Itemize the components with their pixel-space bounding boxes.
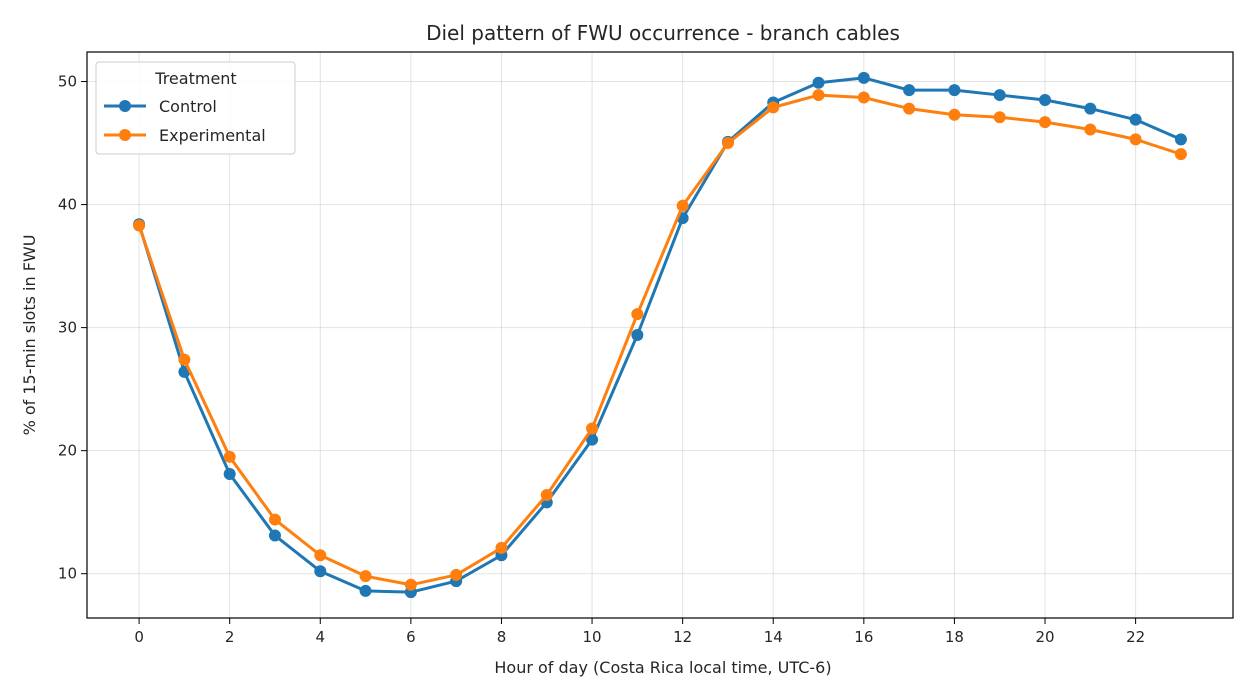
data-point — [314, 549, 327, 562]
data-point — [1039, 93, 1052, 106]
data-point — [586, 422, 599, 435]
data-point — [359, 584, 372, 597]
y-tick-label: 40 — [58, 196, 77, 214]
data-point — [495, 541, 508, 554]
legend-title: Treatment — [154, 69, 236, 88]
legend: Treatment Control Experimental — [95, 61, 296, 155]
x-tick-label: 2 — [225, 628, 235, 646]
legend-entry-label: Experimental — [159, 126, 266, 145]
series-layer — [133, 71, 1187, 599]
plot-frame — [86, 51, 1234, 619]
x-tick-label: 8 — [497, 628, 507, 646]
data-point — [903, 84, 916, 97]
x-axis: 0 2 4 6 8 10 12 14 16 18 20 22 — [134, 618, 1145, 646]
data-point — [857, 91, 870, 104]
data-point — [359, 570, 372, 583]
x-tick-label: 4 — [316, 628, 326, 646]
x-tick-label: 10 — [583, 628, 602, 646]
y-tick-label: 20 — [58, 442, 77, 460]
data-point — [223, 468, 236, 481]
series-line — [137, 76, 1183, 594]
data-point — [540, 488, 553, 501]
y-tick-label: 30 — [58, 319, 77, 337]
data-point — [631, 308, 644, 321]
y-axis: 10 20 30 40 50 — [58, 73, 87, 583]
legend-entry-label: Control — [159, 97, 217, 116]
data-point — [903, 102, 916, 115]
data-point — [268, 513, 281, 526]
x-tick-label: 12 — [673, 628, 692, 646]
y-tick-label: 10 — [58, 565, 77, 583]
x-tick-label: 18 — [945, 628, 964, 646]
data-point — [1174, 148, 1187, 161]
data-point — [857, 71, 870, 84]
x-tick-label: 22 — [1126, 628, 1145, 646]
x-tick-label: 14 — [764, 628, 783, 646]
x-tick-label: 6 — [406, 628, 416, 646]
data-point — [1129, 113, 1142, 126]
legend-swatch-marker — [119, 100, 131, 112]
x-axis-label: Hour of day (Costa Rica local time, UTC-… — [494, 658, 831, 677]
data-point — [450, 568, 463, 581]
y-axis-label: % of 15-min slots in FWU — [20, 235, 39, 436]
grid-lines — [87, 52, 1233, 618]
data-point — [767, 101, 780, 114]
data-point — [268, 529, 281, 542]
data-point — [1129, 133, 1142, 146]
data-point — [1084, 102, 1097, 115]
data-point — [812, 76, 825, 89]
data-point — [812, 89, 825, 102]
data-point — [1039, 116, 1052, 129]
series-line — [137, 93, 1183, 587]
legend-box — [95, 61, 296, 155]
data-point — [948, 84, 961, 97]
data-point — [586, 433, 599, 446]
x-tick-label: 20 — [1035, 628, 1054, 646]
data-point — [948, 108, 961, 121]
data-point — [1174, 133, 1187, 146]
series-experimental — [133, 89, 1187, 591]
data-point — [404, 578, 417, 591]
data-point — [993, 89, 1006, 102]
chart-title: Diel pattern of FWU occurrence - branch … — [426, 21, 900, 45]
series-control — [133, 71, 1187, 599]
y-tick-label: 50 — [58, 73, 77, 91]
data-point — [314, 565, 327, 578]
data-point — [133, 219, 146, 232]
data-point — [1084, 123, 1097, 136]
legend-swatch-marker — [119, 129, 131, 141]
x-tick-label: 0 — [134, 628, 144, 646]
data-point — [721, 137, 734, 150]
data-point — [676, 199, 689, 212]
data-point — [178, 353, 191, 366]
data-point — [993, 111, 1006, 124]
data-point — [631, 329, 644, 341]
data-point — [223, 450, 236, 463]
x-tick-label: 16 — [854, 628, 873, 646]
